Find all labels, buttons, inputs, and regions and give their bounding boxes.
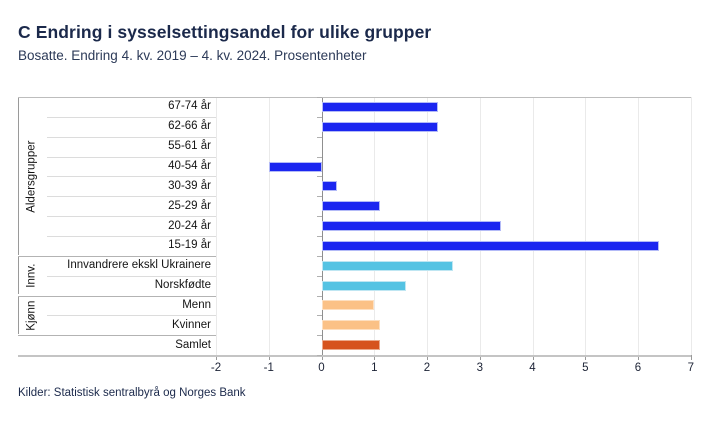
- x-tick-label: 3: [476, 362, 483, 374]
- row-separator: [47, 156, 216, 158]
- bar: [321, 101, 438, 112]
- plot-top-border: [18, 97, 691, 98]
- group-boundary-line: [18, 295, 216, 297]
- chart-title: C Endring i sysselsettingsandel for ulik…: [18, 22, 432, 42]
- x-axis-line: [18, 355, 691, 357]
- gridline: [638, 97, 639, 355]
- y-axis-tick: [316, 116, 322, 118]
- bar: [321, 181, 338, 192]
- x-axis-tick: [585, 355, 587, 360]
- y-axis-tick: [316, 97, 322, 98]
- row-separator: [47, 136, 216, 138]
- bar: [321, 340, 380, 351]
- group-bracket: [18, 98, 19, 255]
- row-label: 25-29 år: [168, 199, 211, 212]
- x-axis-tick: [268, 355, 270, 360]
- row-separator: [47, 315, 216, 317]
- x-axis-tick: [479, 355, 481, 360]
- y-axis-tick: [316, 315, 322, 317]
- row-label: Menn: [182, 298, 211, 311]
- y-axis-tick: [316, 275, 322, 277]
- x-tick-label: 7: [687, 362, 694, 374]
- x-tick-label: 6: [634, 362, 642, 374]
- row-label: 40-54 år: [168, 160, 211, 172]
- x-axis-tick: [427, 355, 428, 360]
- x-tick-label: -2: [210, 362, 222, 374]
- row-separator: [47, 176, 216, 178]
- bar: [321, 121, 438, 132]
- row-label: 30-39 år: [168, 179, 211, 192]
- bar: [321, 280, 406, 291]
- row-separator: [47, 275, 216, 277]
- group-bracket: [18, 256, 19, 295]
- row-label: Norskfødte: [154, 279, 211, 291]
- y-axis-tick: [316, 255, 322, 257]
- x-tick-label: -1: [263, 362, 274, 374]
- chart-subtitle: Bosatte. Endring 4. kv. 2019 – 4. kv. 20…: [18, 48, 367, 63]
- x-tick-label: 2: [423, 362, 431, 374]
- x-axis-tick: [638, 355, 639, 360]
- row-separator: [47, 235, 216, 237]
- row-label: 20-24 år: [168, 219, 211, 232]
- gridline: [532, 97, 534, 355]
- y-axis-tick: [316, 235, 322, 237]
- row-separator: [47, 216, 216, 218]
- bar: [321, 201, 380, 212]
- gridline: [690, 97, 692, 355]
- group-boundary-line: [18, 335, 216, 337]
- y-axis-tick: [316, 335, 322, 337]
- row-separator: [47, 116, 216, 118]
- x-axis-tick: [374, 355, 376, 360]
- bar: [321, 260, 454, 271]
- bar: [321, 240, 660, 251]
- x-tick-label: 5: [582, 362, 589, 374]
- gridline: [585, 97, 587, 355]
- x-axis-tick: [216, 355, 217, 360]
- row-label: 62-66 år: [168, 120, 211, 133]
- y-axis-tick: [316, 156, 322, 158]
- row-label: 67-74 år: [168, 100, 211, 113]
- y-axis-tick: [316, 176, 322, 178]
- y-axis-tick: [316, 355, 322, 356]
- row-label: 55-61 år: [168, 140, 211, 153]
- y-axis-tick: [316, 136, 322, 138]
- bar: [321, 320, 380, 331]
- group-boundary-line: [18, 255, 216, 257]
- x-axis-tick: [690, 355, 692, 360]
- x-axis-tick: [321, 355, 323, 360]
- row-label: Innvandrere ekskl Ukrainere: [67, 259, 211, 272]
- x-tick-label: 4: [529, 362, 536, 374]
- x-tick-label: 0: [318, 362, 325, 374]
- bar: [321, 221, 501, 231]
- gridline: [268, 97, 270, 355]
- source-note: Kilder: Statistisk sentralbyrå og Norges…: [18, 387, 246, 399]
- row-label: Samlet: [175, 338, 211, 351]
- x-tick-label: 1: [371, 362, 378, 374]
- group-bracket: [18, 296, 19, 335]
- bar: [268, 161, 322, 172]
- row-label: Kvinner: [172, 318, 211, 331]
- gridline: [216, 97, 217, 355]
- y-axis-tick: [316, 196, 322, 198]
- row-label: 15-19 år: [168, 239, 211, 252]
- x-axis-tick: [532, 355, 534, 360]
- y-axis-tick: [316, 295, 322, 297]
- y-axis-tick: [316, 216, 322, 218]
- bar: [321, 300, 375, 311]
- row-separator: [47, 196, 216, 198]
